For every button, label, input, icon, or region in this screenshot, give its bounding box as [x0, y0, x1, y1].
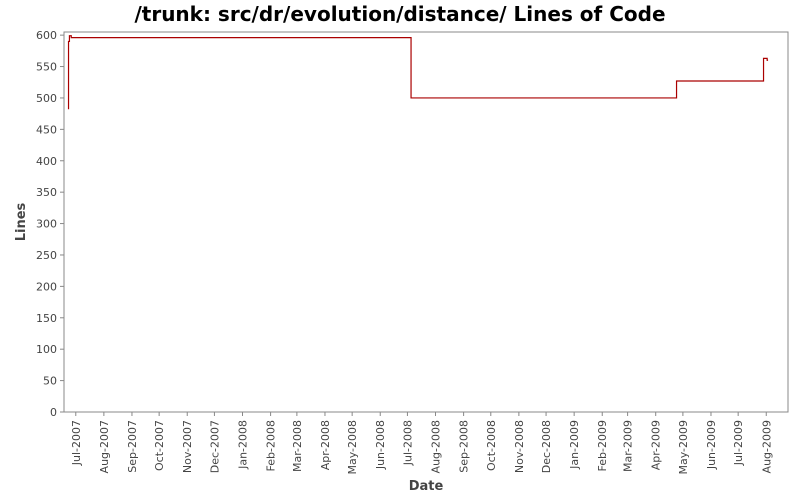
x-tick-label: Jul-2008: [401, 420, 414, 466]
x-tick-label: Sep-2007: [126, 420, 139, 473]
x-tick-label: Feb-2009: [596, 420, 609, 471]
x-tick-label: Jan-2009: [568, 420, 581, 470]
y-tick-label: 600: [36, 29, 57, 42]
x-tick-label: May-2008: [346, 420, 359, 475]
plot-area: [63, 31, 789, 413]
y-tick-label: 350: [36, 186, 57, 199]
x-tick-label: Nov-2008: [513, 420, 526, 473]
x-tick-label: Oct-2007: [153, 420, 166, 471]
x-tick-label: Oct-2008: [485, 420, 498, 471]
x-tick-label: Feb-2008: [265, 420, 278, 471]
y-tick-label: 0: [50, 406, 57, 419]
y-tick-label: 150: [36, 312, 57, 325]
y-tick-label: 200: [36, 280, 57, 293]
x-tick-label: Dec-2008: [540, 420, 553, 473]
y-tick-label: 550: [36, 61, 57, 74]
chart-title: /trunk: src/dr/evolution/distance/ Lines…: [134, 2, 666, 26]
x-tick-label: May-2009: [677, 420, 690, 475]
y-tick-label: 250: [36, 249, 57, 262]
x-tick-label: Jan-2008: [237, 420, 250, 470]
x-tick-label: Apr-2009: [650, 420, 663, 470]
x-tick-label: Jun-2009: [705, 420, 718, 470]
x-tick-label: Jun-2008: [374, 420, 387, 470]
y-tick-label: 450: [36, 123, 57, 136]
x-tick-label: Jul-2009: [732, 420, 745, 466]
y-tick-label: 300: [36, 218, 57, 231]
x-tick-label: Jul-2007: [70, 420, 83, 466]
y-tick-label: 500: [36, 92, 57, 105]
y-axis: 0 50 100 150 200 250 300 350 400 450 500 550 600: [36, 29, 64, 419]
x-tick-label: Apr-2008: [319, 420, 332, 470]
series-line: [67, 35, 769, 110]
y-tick-label: 50: [43, 375, 57, 388]
y-tick-label: 400: [36, 155, 57, 168]
x-axis: Jul-2007 Aug-2007 Sep-2007 Oct-2007 Nov-2007…: [70, 412, 773, 475]
x-tick-label: Aug-2008: [430, 420, 443, 473]
x-tick-label: Nov-2007: [181, 420, 194, 473]
x-axis-label: Date: [409, 479, 444, 494]
y-tick-label: 100: [36, 343, 57, 356]
x-tick-label: Mar-2009: [622, 420, 635, 472]
y-axis-label: Lines: [14, 202, 29, 241]
x-tick-label: Mar-2008: [291, 420, 304, 472]
x-tick-label: Aug-2009: [760, 420, 773, 473]
x-tick-label: Sep-2008: [458, 420, 471, 473]
x-tick-label: Aug-2007: [98, 420, 111, 473]
x-tick-label: Dec-2007: [208, 420, 221, 473]
series-layer: [67, 35, 769, 110]
